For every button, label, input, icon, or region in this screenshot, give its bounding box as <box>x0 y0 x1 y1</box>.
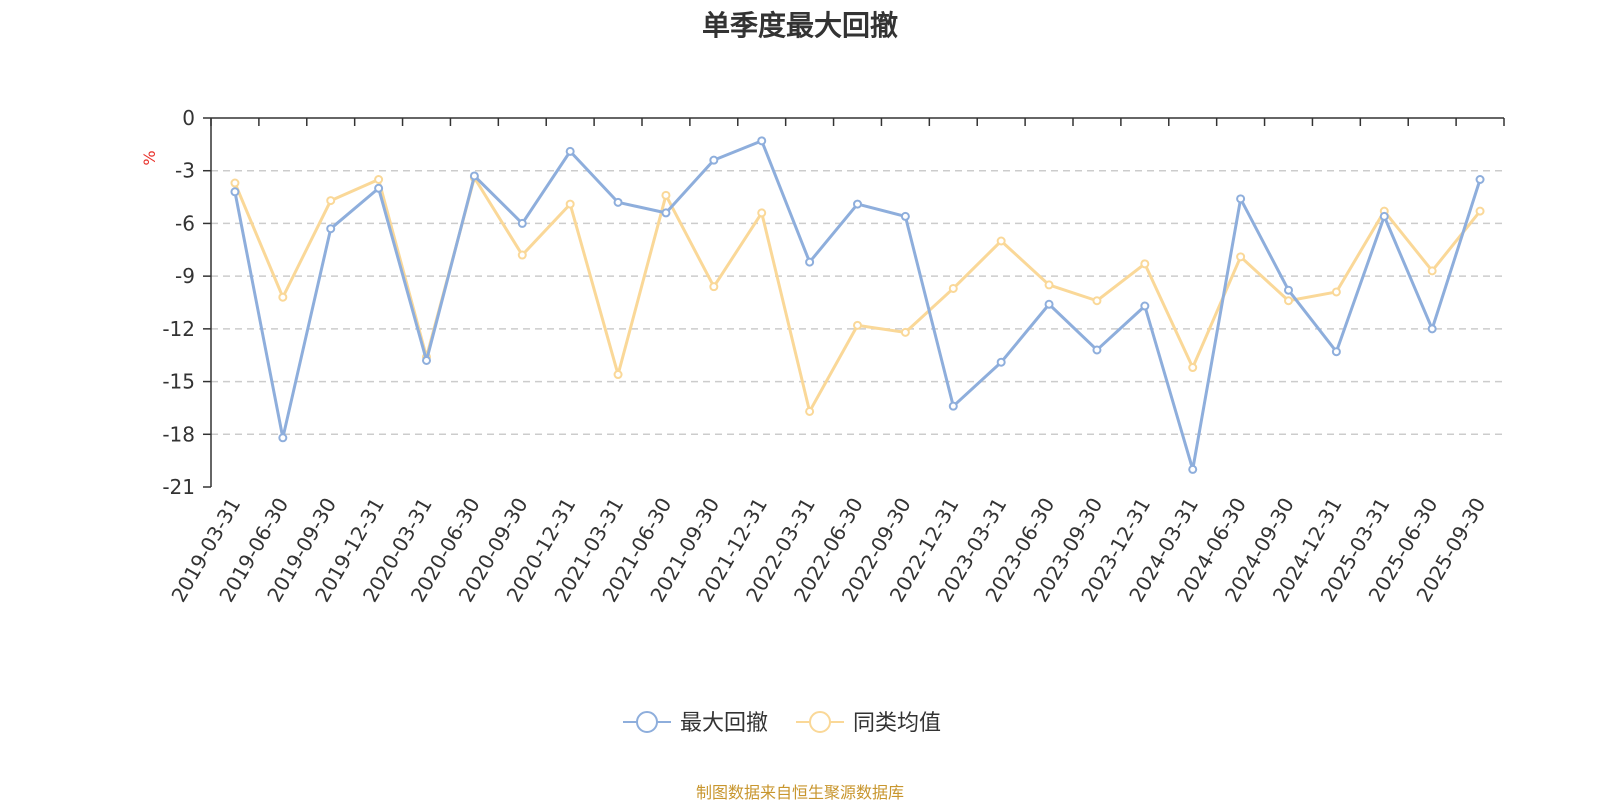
y-tick-label: -9 <box>175 264 195 288</box>
y-tick-label: -3 <box>175 159 195 183</box>
legend-swatch-marker <box>636 711 658 733</box>
y-tick-label: 0 <box>182 106 195 130</box>
legend-label: 最大回撤 <box>680 711 768 736</box>
data-point <box>374 175 384 184</box>
data-point <box>757 208 767 218</box>
legend-swatch-marker <box>809 711 831 733</box>
data-point <box>1236 194 1246 204</box>
data-point <box>996 357 1006 367</box>
y-tick-label: -12 <box>162 317 195 341</box>
source-note: 制图数据来自恒生聚源数据库 <box>695 783 904 802</box>
data-point <box>900 327 910 337</box>
y-tick-label: -21 <box>162 475 195 499</box>
data-point <box>1475 206 1485 216</box>
y-tick-label: -18 <box>162 422 195 446</box>
data-point <box>1140 301 1150 311</box>
data-point <box>1331 347 1341 357</box>
data-point <box>661 208 671 218</box>
y-tick-label: -6 <box>175 211 195 235</box>
data-point <box>805 406 815 416</box>
data-point <box>517 250 527 260</box>
data-point <box>1044 280 1054 290</box>
data-point <box>230 187 240 197</box>
data-point <box>469 171 479 181</box>
data-point <box>374 183 384 193</box>
data-point <box>661 190 671 200</box>
data-point <box>517 218 527 228</box>
data-point <box>805 257 815 267</box>
data-point <box>278 292 288 302</box>
data-point <box>565 146 575 156</box>
data-point <box>996 236 1006 246</box>
data-point <box>853 320 862 330</box>
data-point <box>565 199 575 209</box>
data-point <box>1284 296 1293 306</box>
data-point <box>1236 252 1246 262</box>
legend-label: 同类均值 <box>853 711 941 736</box>
data-point <box>1427 266 1437 276</box>
y-tick-label: -15 <box>162 370 195 394</box>
data-point <box>613 197 623 207</box>
data-point <box>900 211 910 221</box>
data-point <box>1044 299 1054 309</box>
data-point <box>230 178 240 188</box>
data-point <box>1284 285 1293 295</box>
series-line-0 <box>233 139 1482 471</box>
data-point <box>613 370 623 380</box>
y-axis-label: % <box>140 150 159 165</box>
data-point <box>1379 211 1389 221</box>
chart-title: 单季度最大回撤 <box>701 9 898 42</box>
data-point <box>326 224 336 234</box>
data-point <box>422 355 431 365</box>
data-point <box>1331 287 1341 297</box>
data-point <box>1188 464 1198 474</box>
data-point <box>948 401 958 411</box>
data-point <box>1092 345 1102 355</box>
data-point <box>326 196 336 206</box>
data-point <box>853 199 862 209</box>
data-point <box>709 282 719 292</box>
data-point <box>1427 324 1437 334</box>
data-point <box>1092 296 1102 306</box>
data-point <box>1140 259 1150 269</box>
data-point <box>1475 175 1485 184</box>
data-point <box>757 136 767 146</box>
data-point <box>278 433 288 443</box>
data-point <box>948 283 958 293</box>
data-point <box>1188 363 1198 373</box>
data-point <box>709 155 719 165</box>
